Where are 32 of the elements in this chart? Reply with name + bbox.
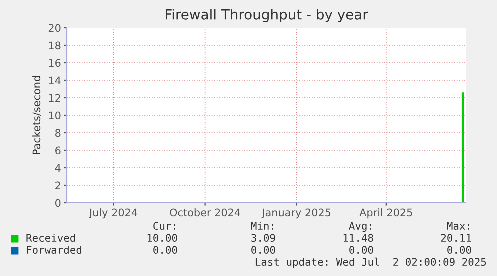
y-tick-label: 14 — [49, 76, 61, 84]
y-tick-label: 16 — [49, 59, 61, 68]
text: 0.00 — [350, 246, 374, 254]
y-tick-label: 2 — [56, 182, 60, 190]
legend-label: Forwarded — [27, 246, 82, 254]
text: Min: — [251, 222, 274, 230]
chart-title: Firewall Throughput - by year — [166, 9, 368, 23]
y-tick-label: 0 — [56, 199, 61, 208]
text: 0.00 — [448, 246, 472, 254]
text: Last update: Wed Jul 2 02:00:09 2025 — [256, 258, 486, 268]
legend-label: Received — [26, 234, 76, 242]
text: 10.00 — [148, 234, 178, 242]
x-tick-label: January 2025 — [262, 208, 331, 219]
y-tick-label: 6 — [56, 146, 61, 155]
y-tick-label: 20 — [48, 24, 61, 32]
y-tick-label: 12 — [49, 94, 60, 102]
text: 20.11 — [441, 234, 472, 242]
y-tick-label: 8 — [56, 129, 61, 138]
text: 0.00 — [252, 246, 276, 254]
text: Avg: — [349, 222, 372, 232]
x-tick-label: July 2024 — [88, 208, 138, 219]
y-tick-label: 10 — [49, 112, 61, 120]
text: Max: — [447, 222, 470, 230]
y-axis-title: Packets/second — [32, 76, 42, 155]
text: 3.09 — [252, 234, 276, 242]
text: 11.48 — [344, 234, 374, 242]
text: Cur: — [154, 222, 176, 230]
x-tick-label: October 2024 — [170, 208, 240, 217]
text: 0.00 — [154, 246, 178, 254]
y-tick-label: 4 — [55, 164, 61, 172]
y-tick-label: 18 — [49, 42, 61, 50]
x-tick-label: April 2025 — [360, 208, 412, 219]
